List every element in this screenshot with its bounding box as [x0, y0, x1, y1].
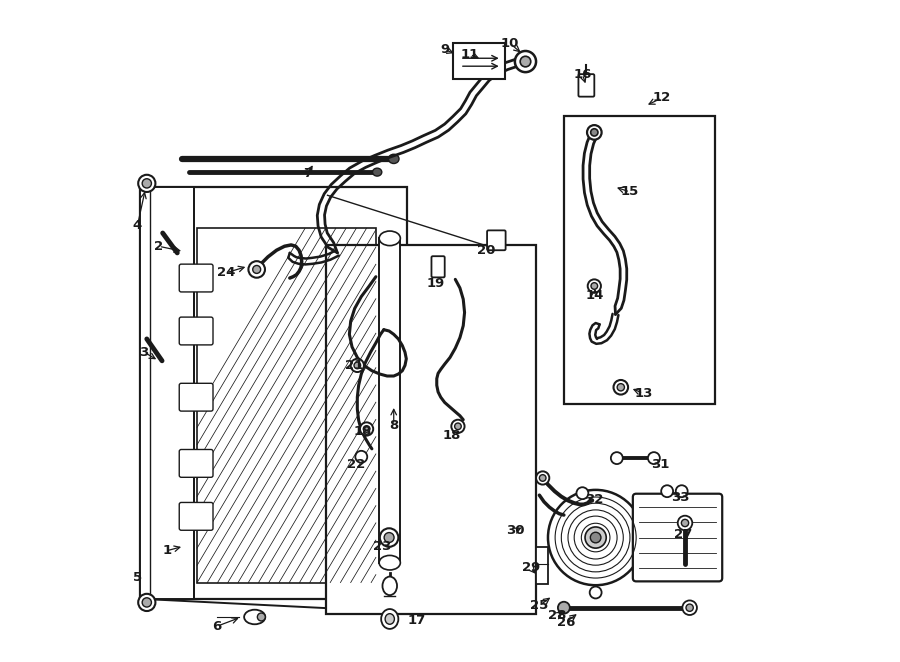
Ellipse shape [648, 452, 660, 464]
Ellipse shape [548, 490, 644, 585]
Text: 13: 13 [634, 387, 652, 400]
Ellipse shape [682, 600, 697, 615]
Text: 16: 16 [573, 68, 591, 81]
Ellipse shape [360, 422, 373, 436]
Text: 14: 14 [585, 289, 604, 303]
Text: 3: 3 [140, 346, 148, 359]
Bar [197, 228, 376, 583]
Ellipse shape [142, 179, 151, 188]
Text: 20: 20 [477, 244, 496, 257]
Ellipse shape [351, 359, 364, 372]
Text: 8: 8 [389, 418, 399, 432]
Ellipse shape [588, 279, 601, 293]
Ellipse shape [539, 475, 546, 481]
FancyBboxPatch shape [179, 502, 213, 530]
Text: 10: 10 [500, 36, 518, 50]
Text: 33: 33 [671, 491, 689, 504]
Ellipse shape [590, 532, 601, 543]
Ellipse shape [617, 384, 625, 391]
Text: 25: 25 [530, 599, 548, 612]
Text: 7: 7 [303, 167, 312, 180]
Text: 30: 30 [506, 524, 524, 538]
Ellipse shape [253, 265, 261, 273]
Text: 21: 21 [345, 359, 363, 372]
Ellipse shape [590, 587, 601, 598]
Text: 4: 4 [133, 218, 142, 232]
Ellipse shape [139, 594, 156, 611]
Bar [326, 245, 536, 614]
FancyBboxPatch shape [487, 230, 506, 250]
Ellipse shape [515, 51, 536, 72]
Text: 11: 11 [461, 48, 479, 61]
Text: 31: 31 [652, 458, 670, 471]
FancyBboxPatch shape [633, 494, 722, 581]
Text: 12: 12 [652, 91, 671, 105]
FancyBboxPatch shape [179, 449, 213, 477]
Ellipse shape [611, 452, 623, 464]
Text: 26: 26 [557, 616, 575, 629]
Ellipse shape [676, 485, 688, 497]
Bar [454, 43, 505, 79]
Text: 32: 32 [585, 493, 604, 506]
Text: 24: 24 [217, 266, 236, 279]
Ellipse shape [142, 598, 151, 607]
Ellipse shape [590, 128, 598, 136]
Ellipse shape [587, 125, 601, 140]
Ellipse shape [558, 602, 570, 614]
Ellipse shape [585, 527, 607, 548]
FancyBboxPatch shape [179, 264, 213, 292]
Text: 23: 23 [374, 540, 392, 553]
FancyBboxPatch shape [179, 317, 213, 345]
Text: 27: 27 [674, 528, 692, 542]
Text: 22: 22 [346, 458, 365, 471]
Text: 5: 5 [133, 571, 142, 584]
Ellipse shape [354, 362, 361, 369]
Ellipse shape [614, 380, 628, 395]
Ellipse shape [257, 613, 266, 621]
Ellipse shape [379, 555, 400, 570]
Text: 18: 18 [354, 425, 372, 438]
Ellipse shape [380, 528, 399, 547]
Text: 18: 18 [442, 429, 461, 442]
Text: 28: 28 [548, 609, 566, 622]
Text: 17: 17 [408, 614, 426, 628]
Text: 6: 6 [212, 620, 221, 633]
Text: 19: 19 [427, 277, 445, 290]
Bar [140, 187, 194, 599]
Text: 15: 15 [621, 185, 639, 199]
Bar [536, 547, 548, 584]
Ellipse shape [520, 56, 531, 67]
Ellipse shape [384, 532, 394, 543]
Ellipse shape [536, 471, 549, 485]
Ellipse shape [382, 577, 397, 595]
FancyBboxPatch shape [431, 256, 445, 277]
Ellipse shape [244, 610, 266, 624]
FancyBboxPatch shape [579, 74, 594, 97]
Text: 1: 1 [162, 544, 171, 557]
Ellipse shape [248, 261, 265, 278]
FancyBboxPatch shape [179, 383, 213, 411]
Ellipse shape [681, 519, 688, 527]
Ellipse shape [686, 604, 693, 612]
Text: 9: 9 [440, 43, 449, 56]
Ellipse shape [662, 485, 673, 497]
Ellipse shape [379, 231, 400, 246]
Ellipse shape [356, 451, 367, 463]
Ellipse shape [454, 423, 462, 430]
Ellipse shape [382, 609, 399, 629]
Bar [564, 116, 715, 404]
Text: 29: 29 [522, 561, 540, 575]
Ellipse shape [373, 168, 382, 176]
Ellipse shape [678, 516, 692, 530]
Ellipse shape [385, 614, 394, 624]
Bar [379, 238, 400, 563]
Ellipse shape [139, 175, 156, 192]
Ellipse shape [591, 283, 598, 289]
Ellipse shape [576, 487, 589, 499]
Ellipse shape [389, 154, 399, 164]
Bar [140, 187, 407, 599]
Ellipse shape [451, 420, 464, 433]
Ellipse shape [364, 426, 370, 432]
Text: 2: 2 [154, 240, 163, 253]
